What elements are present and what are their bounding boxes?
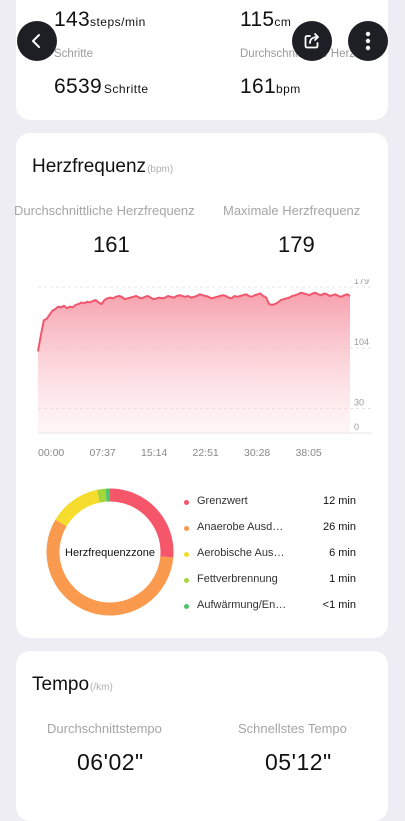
y-tick-label: 30 [354, 398, 364, 408]
heart-rate-title: Herzfrequenz(bpm) [32, 156, 173, 178]
max-hr-value: 161 [240, 75, 276, 98]
heart-rate-chart: 179 104 30 0 00:00 07:37 15:14 22:51 30:28 38:05 [16, 279, 388, 479]
x-tick-label: 07:37 [90, 447, 116, 459]
zone-duration: <1 min [323, 599, 356, 611]
cadence-unit: steps/min [90, 15, 146, 29]
x-tick-label: 22:51 [193, 447, 219, 459]
zone-name: Aufwärmung/Entspannung [197, 599, 289, 611]
chevron-left-icon [29, 33, 45, 49]
stride-unit: cm [274, 15, 291, 29]
y-tick-label: 179 [354, 279, 369, 286]
zone-legend-row: Anaerobe Ausdauer 26 min [184, 521, 364, 539]
cadence-label: Schritte [54, 48, 93, 60]
max-hr-stat: 161bpm [240, 75, 301, 99]
zone-arc [98, 495, 106, 496]
x-tick-label: 00:00 [38, 447, 64, 459]
zone-name: Grenzwert [197, 495, 289, 507]
zone-name: Fettverbrennung [197, 573, 289, 585]
avg-tempo-label: Durchschnittstempo [47, 721, 162, 736]
zone-dot-icon [184, 552, 189, 557]
more-vertical-icon [365, 31, 371, 51]
tempo-title-text: Tempo [32, 674, 89, 695]
zone-name: Anaerobe Ausdauer [197, 521, 289, 533]
x-tick-label: 30:28 [244, 447, 270, 459]
steps-value: 6539 [54, 75, 102, 98]
heart-rate-unit: (bpm) [147, 164, 173, 175]
zone-duration: 6 min [329, 547, 356, 559]
y-tick-label: 0 [354, 422, 359, 432]
x-tick-label: 15:14 [141, 447, 167, 459]
zone-arc [61, 496, 98, 523]
zone-legend-row: Grenzwert 12 min [184, 495, 364, 513]
max-hr-unit: bpm [276, 82, 301, 96]
back-button[interactable] [17, 21, 57, 61]
heart-rate-area [38, 293, 350, 433]
cadence-stat: 143steps/min [54, 8, 146, 32]
heart-rate-title-text: Herzfrequenz [32, 156, 146, 177]
tempo-unit: (/km) [90, 682, 113, 693]
zone-duration: 1 min [329, 573, 356, 585]
fast-tempo-value: 05'12" [265, 749, 332, 776]
tempo-card: Tempo(/km) Durchschnittstempo Schnellste… [16, 651, 388, 821]
zone-donut-chart: Herzfrequenzzone [40, 482, 180, 622]
zone-center-label: Herzfrequenzzone [65, 547, 155, 559]
avg-hr-label: Durchschnittliche Herzfrequenz [14, 203, 195, 218]
share-icon [302, 31, 322, 51]
avg-hr-value: 161 [93, 232, 130, 258]
zone-legend-row: Aufwärmung/Entspannung <1 min [184, 599, 364, 617]
zone-duration: 12 min [323, 495, 356, 507]
zone-legend-row: Aerobische Ausdauer 6 min [184, 547, 364, 565]
max-hr-label: Maximale Herzfrequenz [223, 203, 360, 218]
more-button[interactable] [348, 21, 388, 61]
zone-name: Aerobische Ausdauer [197, 547, 289, 559]
summary-card: 143steps/min 115cm Schritte Durchschnitt… [16, 0, 388, 120]
stride-value: 115 [240, 8, 274, 31]
zone-legend-row: Fettverbrennung 1 min [184, 573, 364, 591]
stride-stat: 115cm [240, 8, 291, 32]
tempo-title: Tempo(/km) [32, 674, 113, 696]
share-button[interactable] [292, 21, 332, 61]
x-tick-label: 38:05 [296, 447, 322, 459]
zone-dot-icon [184, 526, 189, 531]
steps-unit: Schritte [104, 82, 149, 96]
zone-dot-icon [184, 500, 189, 505]
fast-tempo-label: Schnellstes Tempo [238, 721, 347, 736]
cadence-value: 143 [54, 8, 90, 31]
y-tick-label: 104 [354, 337, 369, 347]
max-hr-value: 179 [278, 232, 315, 258]
heart-rate-card: Herzfrequenz(bpm) Durchschnittliche Herz… [16, 133, 388, 638]
zone-dot-icon [184, 578, 189, 583]
avg-tempo-value: 06'02" [77, 749, 144, 776]
zone-duration: 26 min [323, 521, 356, 533]
zone-arc [53, 523, 167, 609]
zone-dot-icon [184, 604, 189, 609]
